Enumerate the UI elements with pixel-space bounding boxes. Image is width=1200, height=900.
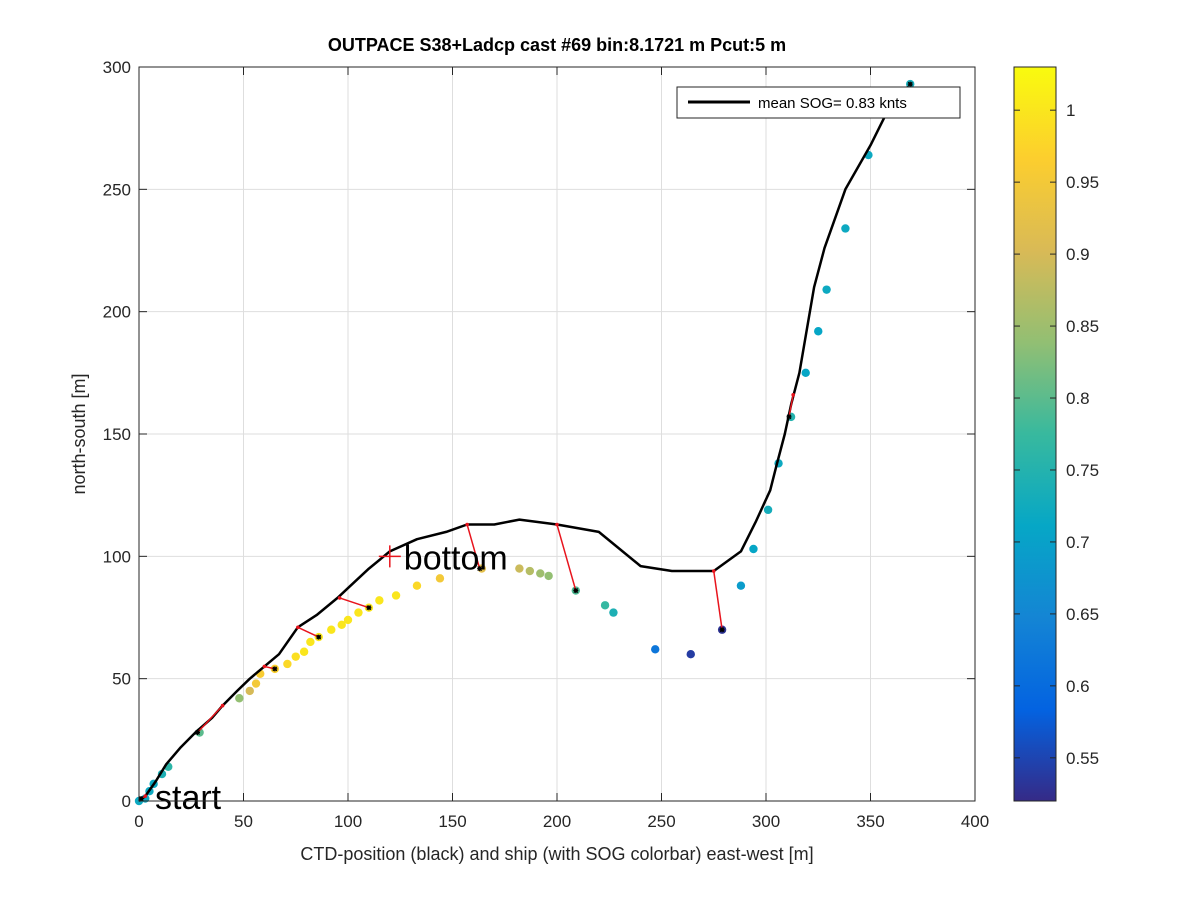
axis-ticks: 0 50 100 150 200 250 300 350 400 0 50 100 150 200 250 3… (103, 58, 990, 831)
ship-sog-point (814, 327, 823, 336)
ship-sog-point (291, 652, 300, 661)
ship-sog-point (749, 544, 758, 554)
connector-end-dot (220, 703, 225, 708)
ship-sog-point (536, 569, 545, 578)
colorbar-tick-label: 0.65 (1066, 605, 1099, 624)
x-tick-label: 200 (543, 812, 571, 831)
y-tick-label: 100 (103, 547, 131, 566)
ctd-ship-connector (556, 524, 577, 591)
bottom-marker (378, 545, 401, 568)
y-tick-label: 150 (103, 425, 131, 444)
ship-sog-point (435, 574, 445, 583)
colorbar-tick-label: 0.55 (1066, 749, 1099, 768)
connector-end-dot (791, 393, 795, 397)
y-tick-label: 50 (112, 670, 131, 689)
ctd-star-marker (195, 729, 201, 735)
y-tick-label: 300 (103, 58, 131, 77)
ship-sog-point (251, 679, 261, 688)
ship-sog-point (801, 368, 810, 378)
ship-sog-point (343, 615, 353, 625)
y-tick-label: 250 (103, 180, 131, 199)
x-axis-label: CTD-position (black) and ship (with SOG … (300, 844, 813, 864)
ctd-ship-connector (339, 597, 370, 609)
ship-sog-point (600, 601, 610, 610)
colorbar-tick-label: 0.6 (1066, 677, 1090, 696)
plot-title: OUTPACE S38+Ladcp cast #69 bin:8.1721 m … (328, 35, 786, 55)
connector-end-dot (143, 794, 148, 798)
ship-sog-point (544, 571, 553, 581)
ctd-star-marker (316, 634, 322, 640)
ship-sog-point (283, 659, 292, 669)
ctd-star-marker (138, 796, 144, 802)
annotation-bottom: bottom (404, 539, 508, 577)
connector-end-dot (262, 664, 267, 669)
ctd-star-marker (786, 414, 792, 420)
legend: mean SOG= 0.83 knts (676, 86, 961, 119)
ctd-star-marker (573, 588, 579, 594)
ship-sog-point (327, 625, 336, 634)
ship-sog-point (651, 645, 660, 654)
colorbar-tick-label: 0.7 (1066, 533, 1090, 552)
ship-sog-point (391, 591, 401, 600)
ship-sog-point (525, 566, 535, 576)
ship-sog-point (822, 285, 831, 294)
ctd-star-marker (907, 81, 913, 87)
ship-sog-point (299, 647, 309, 656)
x-tick-label: 0 (134, 812, 143, 831)
x-tick-label: 150 (438, 812, 466, 831)
ctd-star-marker (477, 566, 483, 572)
colorbar-tick-label: 0.8 (1066, 389, 1090, 408)
x-tick-label: 350 (856, 812, 884, 831)
x-tick-label: 100 (334, 812, 362, 831)
y-tick-label: 0 (122, 792, 131, 811)
ship-sog-point (515, 564, 524, 573)
ship-sog-point (354, 608, 363, 617)
ship-sog-point (375, 596, 384, 605)
colorbar-tick-label: 0.9 (1066, 245, 1090, 264)
y-tick-label: 200 (103, 303, 131, 322)
connector-end-dot (465, 522, 469, 527)
ship-sog-point (235, 694, 244, 703)
connector-end-dot (555, 522, 559, 527)
ctd-ship-connector (466, 524, 481, 569)
ctd-ship-connector (788, 394, 794, 418)
colorbar-tick-label: 1 (1066, 101, 1075, 120)
colorbar-ticks: 0.55 0.6 0.65 0.7 0.75 0.8 0.85 0.9 0.95 1 (1014, 101, 1099, 768)
connector-end-dot (711, 569, 716, 573)
colorbar-tick-label: 0.95 (1066, 173, 1099, 192)
ctd-ship-connector (713, 570, 723, 630)
ship-sog-point (841, 224, 850, 233)
ctd-star-marker (272, 666, 278, 672)
ship-sog-point (609, 608, 618, 617)
ship-sog-point (337, 620, 346, 630)
x-tick-label: 250 (647, 812, 675, 831)
ship-sog-point (412, 581, 422, 590)
legend-label: mean SOG= 0.83 knts (758, 95, 907, 112)
ship-sog-point (736, 581, 746, 590)
ship-sog-point (686, 650, 695, 659)
ship-sog-point (763, 505, 773, 515)
x-tick-label: 50 (234, 812, 253, 831)
ctd-ship-connector (196, 705, 224, 734)
connector-end-dot (296, 625, 300, 630)
connector-end-dot (337, 596, 342, 600)
ctd-star-marker (719, 627, 725, 633)
x-tick-label: 400 (961, 812, 989, 831)
x-tick-label: 300 (752, 812, 780, 831)
colorbar-tick-label: 0.75 (1066, 461, 1099, 480)
colorbar: 0.55 0.6 0.65 0.7 0.75 0.8 0.85 0.9 0.95 1 (1013, 66, 1099, 802)
ctd-ship-connector (297, 626, 320, 638)
colorbar-gradient (1013, 66, 1057, 802)
y-axis-label: north-south [m] (69, 373, 89, 494)
ship-sog-point (245, 686, 254, 696)
annotation-start: start (155, 779, 222, 817)
colorbar-tick-label: 0.85 (1066, 317, 1099, 336)
ctd-star-marker (366, 605, 372, 611)
ship-sog-point (306, 637, 315, 647)
data-layer: start bottom (134, 79, 915, 817)
